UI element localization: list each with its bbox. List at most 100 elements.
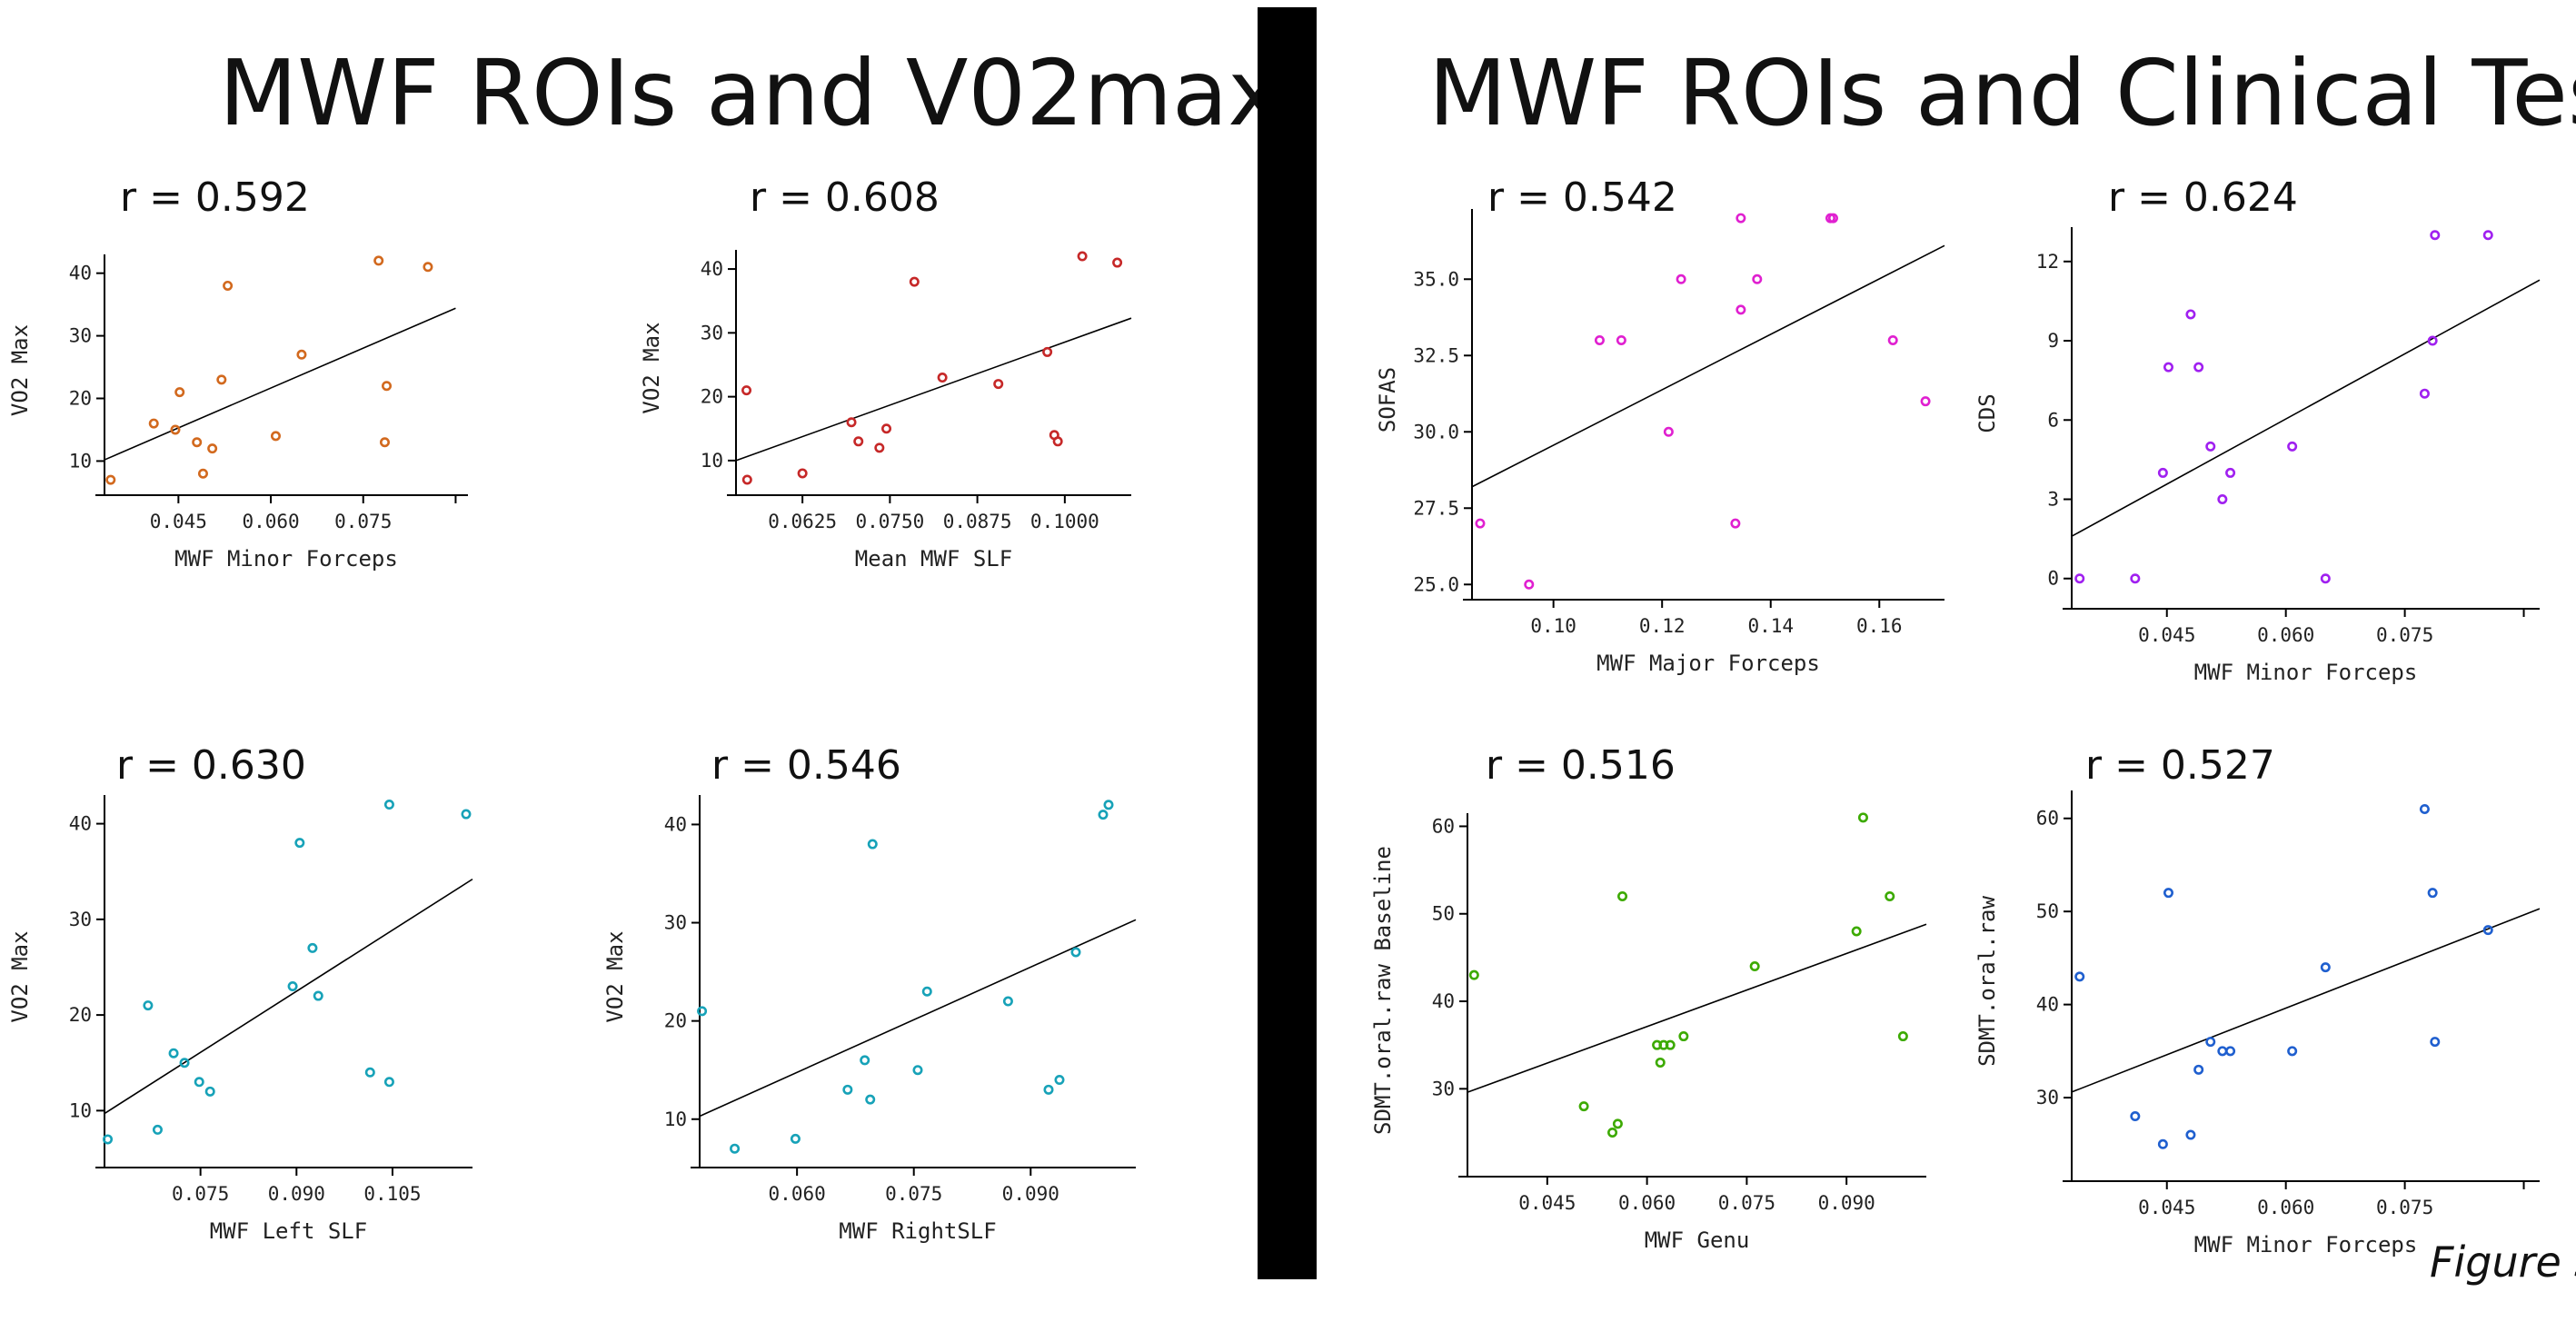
- y-tick-label: 30: [1432, 1078, 1455, 1099]
- correlation-label: r = 0.624: [2108, 174, 2298, 221]
- data-point: [1594, 334, 1605, 345]
- data-point: [2185, 1129, 2196, 1140]
- x-axis-label: MWF Genu: [1645, 1228, 1750, 1253]
- data-point: [1752, 273, 1763, 284]
- data-point: [1002, 996, 1013, 1007]
- section-title-clinical-tests: MWF ROIs and Clinical Tests: [1428, 40, 2576, 146]
- data-point: [1655, 1057, 1666, 1068]
- scatter-plot: 10 20 30 40 0.045 0.060 0.075 MWF Minor Forceps…: [7, 254, 468, 572]
- y-tick-label: 30: [69, 909, 92, 930]
- data-point: [867, 839, 878, 850]
- y-axis-label: VO2 Max: [602, 930, 628, 1022]
- correlation-label: r = 0.608: [750, 174, 940, 221]
- x-axis-label: MWF Major Forceps: [1596, 651, 1820, 676]
- data-point: [909, 276, 920, 287]
- x-axis-label: Mean MWF SLF: [855, 546, 1012, 572]
- data-point: [313, 990, 323, 1001]
- data-point: [194, 1077, 204, 1088]
- regression-line: [2071, 908, 2541, 1093]
- data-point: [2185, 309, 2196, 320]
- data-point: [2320, 573, 2331, 584]
- data-point: [2430, 1037, 2441, 1048]
- regression-line: [2071, 279, 2541, 537]
- data-point: [143, 1000, 154, 1011]
- y-tick-label: 10: [69, 450, 92, 472]
- y-tick-label: 20: [69, 388, 92, 410]
- x-tick-label: 0.045: [1518, 1192, 1576, 1214]
- data-point: [2430, 230, 2441, 241]
- y-axis-label: VO2 Max: [7, 930, 33, 1022]
- y-tick-label: 32.5: [1413, 344, 1459, 366]
- x-tick-label: 0.0625: [768, 511, 837, 532]
- x-tick-label: 0.060: [2257, 624, 2314, 646]
- data-point: [797, 468, 808, 479]
- x-tick-label: 0.1000: [1030, 511, 1099, 532]
- data-point: [423, 262, 433, 273]
- data-point: [223, 280, 234, 291]
- data-point: [1607, 1127, 1618, 1138]
- x-tick-label: 0.12: [1639, 615, 1686, 637]
- data-point: [937, 373, 948, 383]
- regression-line: [104, 878, 473, 1115]
- data-point: [860, 1055, 870, 1066]
- data-point: [2130, 1111, 2141, 1122]
- data-point: [1676, 273, 1686, 284]
- correlation-label: r = 0.516: [1486, 742, 1676, 789]
- x-tick-label: 0.090: [1002, 1183, 1059, 1205]
- data-point: [1054, 1075, 1065, 1086]
- data-point: [2163, 362, 2173, 373]
- data-point: [1749, 961, 1760, 972]
- data-point: [207, 443, 218, 454]
- x-tick-label: 0.090: [1818, 1192, 1875, 1214]
- y-tick-label: 40: [701, 258, 723, 280]
- data-point: [2482, 925, 2493, 936]
- data-point: [2287, 441, 2298, 452]
- data-point: [382, 381, 393, 392]
- data-point: [294, 838, 305, 849]
- y-axis-label: SDMT.oral.raw Baseline: [1370, 846, 1396, 1135]
- data-point: [197, 468, 208, 479]
- correlation-label: r = 0.630: [116, 742, 306, 789]
- data-point: [170, 424, 181, 435]
- chart-vo2-right-slf: r = 0.546 10 20 30 40 0.060 0.075 0.090 MWF Rig…: [602, 741, 1190, 1286]
- y-tick-label: 30: [2036, 1087, 2059, 1108]
- x-tick-label: 0.060: [2257, 1197, 2314, 1218]
- data-point: [2157, 467, 2168, 478]
- data-point: [874, 442, 885, 453]
- y-tick-label: 6: [2047, 409, 2059, 431]
- y-axis-label: VO2 Max: [639, 322, 664, 413]
- chart-vo2-mean-slf: r = 0.608 10 20 30 40 0.0625 0.0750 0.0875 0.10…: [627, 173, 1190, 718]
- data-point: [1070, 947, 1081, 958]
- data-point: [287, 981, 298, 992]
- x-tick-label: 0.075: [172, 1183, 229, 1205]
- y-tick-label: 9: [2047, 330, 2059, 352]
- y-tick-label: 20: [69, 1004, 92, 1026]
- data-point: [216, 374, 227, 385]
- data-point: [730, 1143, 741, 1154]
- y-axis-label: CDS: [1974, 393, 2000, 432]
- x-tick-label: 0.075: [334, 511, 392, 532]
- y-tick-label: 20: [664, 1010, 687, 1032]
- x-tick-label: 0.0750: [855, 511, 924, 532]
- x-tick-label: 0.14: [1747, 615, 1794, 637]
- data-point: [1897, 1031, 1908, 1042]
- data-point: [192, 437, 203, 448]
- data-point: [2074, 573, 2085, 584]
- data-point: [1857, 812, 1868, 823]
- x-tick-label: 0.045: [2138, 624, 2195, 646]
- data-point: [364, 1067, 375, 1078]
- data-point: [2205, 441, 2216, 452]
- x-tick-label: 0.075: [2376, 1197, 2433, 1218]
- data-point: [148, 418, 159, 429]
- y-tick-label: 40: [69, 813, 92, 835]
- data-point: [174, 387, 185, 398]
- data-point: [2163, 888, 2173, 899]
- y-tick-label: 30: [701, 322, 723, 343]
- data-point: [1920, 396, 1931, 407]
- figure-label: Figure 3: [2430, 1238, 2576, 1287]
- y-tick-label: 40: [664, 813, 687, 835]
- y-tick-label: 12: [2036, 251, 2059, 273]
- x-axis-label: MWF Minor Forceps: [174, 546, 398, 572]
- data-point: [1617, 890, 1628, 901]
- data-point: [168, 1048, 179, 1059]
